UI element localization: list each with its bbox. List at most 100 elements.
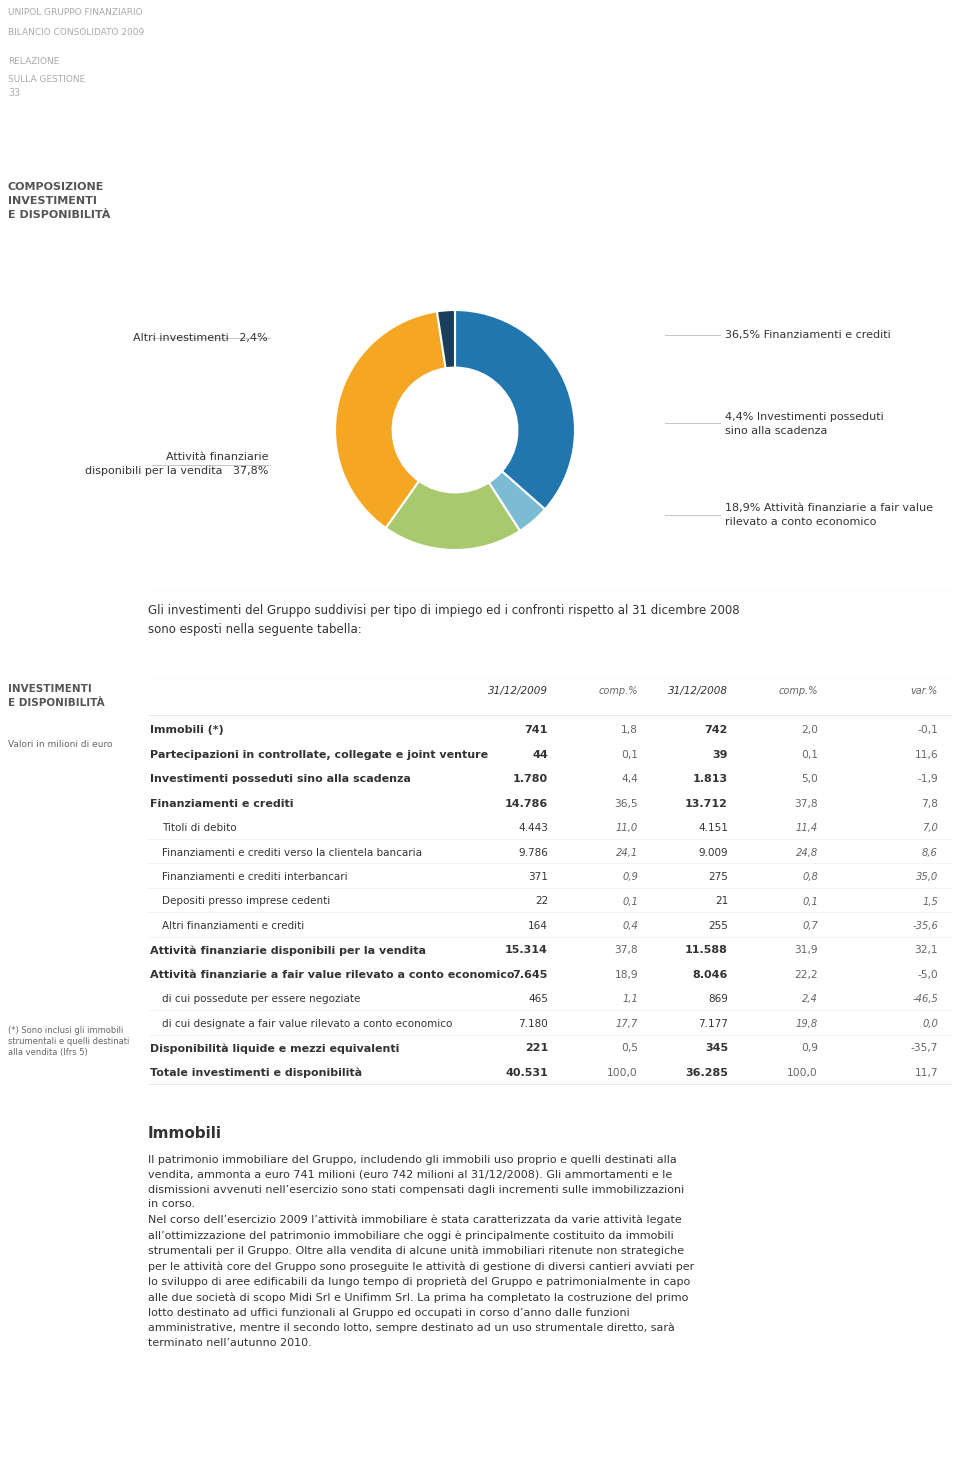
Text: 1.780: 1.780 [513,774,548,784]
Text: 5,0: 5,0 [802,774,818,784]
Text: Valori in milioni di euro: Valori in milioni di euro [8,740,112,749]
Text: 35,0: 35,0 [916,872,938,882]
Text: 7,8: 7,8 [922,799,938,809]
Text: 7.180: 7.180 [518,1019,548,1029]
Wedge shape [335,311,445,529]
Text: 9.786: 9.786 [518,848,548,857]
Text: 7.645: 7.645 [513,969,548,980]
Text: 44: 44 [532,749,548,759]
Text: Finanziamenti e crediti verso la clientela bancaria: Finanziamenti e crediti verso la cliente… [162,848,422,857]
Text: 0,1: 0,1 [801,749,818,759]
Text: 11,7: 11,7 [914,1067,938,1077]
Text: 22: 22 [535,896,548,907]
Text: 0,7: 0,7 [803,921,818,931]
Text: Investimenti posseduti sino alla scadenza: Investimenti posseduti sino alla scadenz… [150,774,411,784]
Text: -5,0: -5,0 [917,969,938,980]
Text: 1,1: 1,1 [622,994,638,1004]
Wedge shape [455,310,575,510]
Text: -1,9: -1,9 [917,774,938,784]
Text: Attività finanziarie a fair value rilevato a conto economico: Attività finanziarie a fair value rileva… [150,969,515,980]
Text: 741: 741 [524,726,548,736]
Text: 37,8: 37,8 [614,946,638,955]
Text: 0,9: 0,9 [622,872,638,882]
Text: 14.786: 14.786 [505,799,548,809]
Text: 0,1: 0,1 [622,896,638,907]
Text: 33: 33 [8,88,20,98]
Text: 0,1: 0,1 [621,749,638,759]
Text: -35,7: -35,7 [911,1044,938,1053]
Text: INVESTIMENTI
E DISPONIBILITÀ: INVESTIMENTI E DISPONIBILITÀ [8,683,105,708]
Text: 11,6: 11,6 [914,749,938,759]
Text: 18,9: 18,9 [614,969,638,980]
Text: 0,8: 0,8 [803,872,818,882]
Text: BILANCIO CONSOLIDATO 2009: BILANCIO CONSOLIDATO 2009 [8,28,144,36]
Text: 221: 221 [525,1044,548,1053]
Text: 11.588: 11.588 [685,946,728,955]
Text: 0,4: 0,4 [622,921,638,931]
Text: SULLA GESTIONE: SULLA GESTIONE [8,76,85,85]
Text: 36,5: 36,5 [614,799,638,809]
Text: Attività finanziarie: Attività finanziarie [165,453,268,461]
Text: 36,5% Finanziamenti e crediti: 36,5% Finanziamenti e crediti [725,330,891,340]
Text: 869: 869 [708,994,728,1004]
Text: 2,4: 2,4 [803,994,818,1004]
Text: RELAZIONE: RELAZIONE [8,57,60,66]
Text: Gli investimenti del Gruppo suddivisi per tipo di impiego ed i confronti rispett: Gli investimenti del Gruppo suddivisi pe… [148,604,739,635]
Wedge shape [437,310,455,368]
Wedge shape [489,472,545,531]
Text: 255: 255 [708,921,728,931]
Text: 13.712: 13.712 [685,799,728,809]
Text: 32,1: 32,1 [914,946,938,955]
Text: 31/12/2008: 31/12/2008 [668,686,728,696]
Text: 275: 275 [708,872,728,882]
Text: 4,4: 4,4 [621,774,638,784]
Text: Altri investimenti   2,4%: Altri investimenti 2,4% [133,333,268,343]
Text: -35,6: -35,6 [912,921,938,931]
Text: Attività finanziarie disponibili per la vendita: Attività finanziarie disponibili per la … [150,945,426,956]
Text: sino alla scadenza: sino alla scadenza [725,426,828,437]
Text: 21: 21 [715,896,728,907]
Text: 1,5: 1,5 [923,896,938,907]
Text: 19,8: 19,8 [796,1019,818,1029]
Text: Immobili (*): Immobili (*) [150,726,224,736]
Text: 0,9: 0,9 [801,1044,818,1053]
Text: 22,2: 22,2 [794,969,818,980]
Text: 17,7: 17,7 [615,1019,638,1029]
Text: di cui designate a fair value rilevato a conto economico: di cui designate a fair value rilevato a… [162,1019,452,1029]
Text: 11,4: 11,4 [796,823,818,834]
Text: Totale investimenti e disponibilità: Totale investimenti e disponibilità [150,1067,362,1077]
Text: Depositi presso imprese cedenti: Depositi presso imprese cedenti [162,896,330,907]
Text: 100,0: 100,0 [608,1067,638,1077]
Text: -46,5: -46,5 [912,994,938,1004]
Text: 0,1: 0,1 [803,896,818,907]
Text: 4.151: 4.151 [698,823,728,834]
Text: 2,0: 2,0 [801,726,818,736]
Text: comp.%: comp.% [779,686,818,696]
Text: Partecipazioni in controllate, collegate e joint venture: Partecipazioni in controllate, collegate… [150,749,488,759]
Text: Titoli di debito: Titoli di debito [162,823,236,834]
Text: UNIPOL GRUPPO FINANZIARIO: UNIPOL GRUPPO FINANZIARIO [8,7,143,18]
Text: 8.046: 8.046 [692,969,728,980]
Text: Immobili: Immobili [148,1126,222,1140]
Text: 24,8: 24,8 [796,848,818,857]
Text: 8,6: 8,6 [923,848,938,857]
Text: 465: 465 [528,994,548,1004]
Text: 4.443: 4.443 [518,823,548,834]
Text: 39: 39 [712,749,728,759]
Text: 345: 345 [705,1044,728,1053]
Text: (*) Sono inclusi gli immobili
strumentali e quelli destinati
alla vendita (Ifrs : (*) Sono inclusi gli immobili strumental… [8,1026,130,1057]
Text: 0,0: 0,0 [923,1019,938,1029]
Wedge shape [386,480,520,550]
Text: 37,8: 37,8 [794,799,818,809]
Text: 1.813: 1.813 [693,774,728,784]
Text: 371: 371 [528,872,548,882]
Text: 24,1: 24,1 [615,848,638,857]
Text: 0,5: 0,5 [621,1044,638,1053]
Text: 100,0: 100,0 [787,1067,818,1077]
Text: 4,4% Investimenti posseduti: 4,4% Investimenti posseduti [725,412,884,422]
Text: Finanziamenti e crediti: Finanziamenti e crediti [150,799,294,809]
Text: rilevato a conto economico: rilevato a conto economico [725,517,876,527]
Text: 7,0: 7,0 [923,823,938,834]
Text: 9.009: 9.009 [698,848,728,857]
Text: 7.177: 7.177 [698,1019,728,1029]
